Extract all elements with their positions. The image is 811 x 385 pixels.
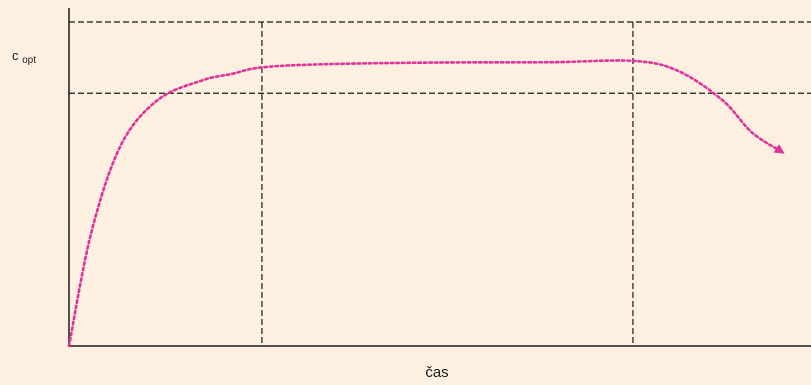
x-axis-label: čas	[425, 364, 448, 381]
data-curve	[67, 59, 785, 348]
y-level-label-sub: opt	[22, 55, 36, 66]
y-level-label: c opt	[12, 48, 36, 66]
y-level-label-main: c	[12, 48, 19, 63]
guide-lines	[69, 21, 811, 346]
